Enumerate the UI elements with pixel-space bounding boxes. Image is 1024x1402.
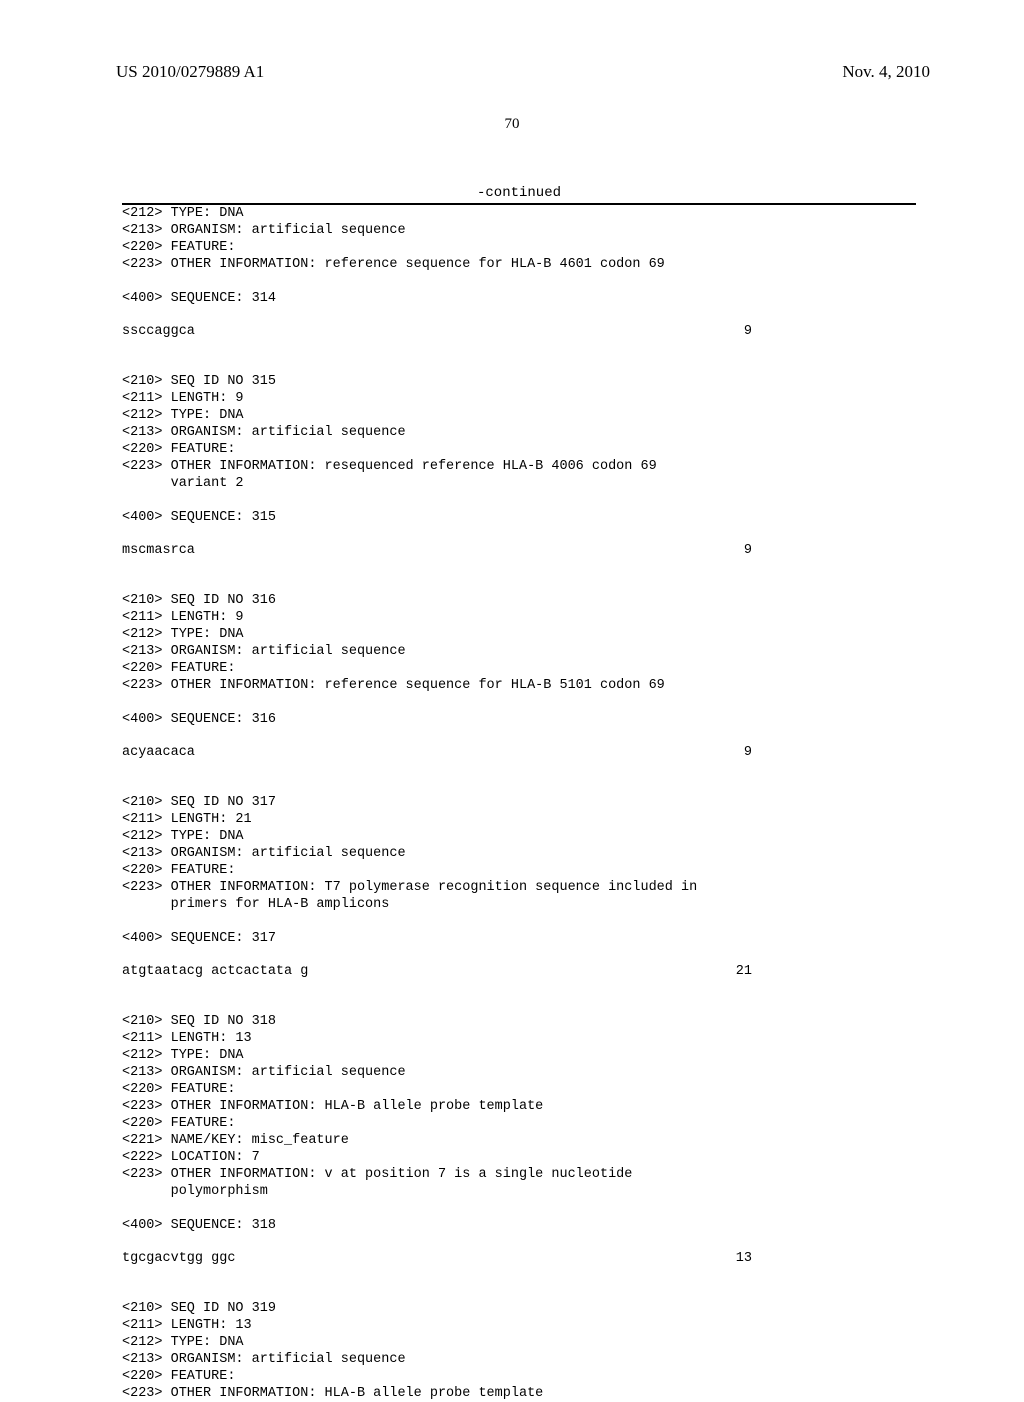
sequence-length: 9 bbox=[744, 324, 752, 339]
sequence-meta-block: <210> SEQ ID NO 316 <211> LENGTH: 9 <212… bbox=[0, 592, 1024, 694]
sequence-meta-block: <400> SEQUENCE: 316 bbox=[0, 711, 1024, 728]
publication-date: Nov. 4, 2010 bbox=[842, 62, 930, 82]
publication-number: US 2010/0279889 A1 bbox=[116, 62, 264, 82]
sequence-meta-block: <400> SEQUENCE: 315 bbox=[0, 509, 1024, 526]
spacer bbox=[0, 728, 1024, 745]
spacer bbox=[0, 947, 1024, 964]
sequence-length: 9 bbox=[744, 745, 752, 760]
sequence-text: atgtaatacg actcactata g bbox=[122, 964, 308, 979]
sequence-listing: <212> TYPE: DNA <213> ORGANISM: artifici… bbox=[0, 205, 1024, 1402]
continued-label: -continued bbox=[122, 185, 916, 201]
spacer bbox=[0, 694, 1024, 711]
spacer bbox=[0, 760, 1024, 794]
spacer bbox=[0, 1200, 1024, 1217]
sequence-meta-block: <400> SEQUENCE: 314 bbox=[0, 290, 1024, 307]
sequence-meta-block: <212> TYPE: DNA <213> ORGANISM: artifici… bbox=[0, 205, 1024, 273]
spacer bbox=[0, 1266, 1024, 1300]
page-number: 70 bbox=[0, 116, 1024, 133]
sequence-meta-block: <400> SEQUENCE: 317 bbox=[0, 930, 1024, 947]
sequence-meta-block: <210> SEQ ID NO 318 <211> LENGTH: 13 <21… bbox=[0, 1013, 1024, 1200]
sequence-length: 21 bbox=[736, 964, 752, 979]
sequence-line: acyaacaca 9 bbox=[0, 745, 1024, 760]
sequence-text: mscmasrca bbox=[122, 543, 195, 558]
spacer bbox=[0, 492, 1024, 509]
sequence-meta-block: <400> SEQUENCE: 318 bbox=[0, 1217, 1024, 1234]
spacer bbox=[0, 307, 1024, 324]
sequence-length: 9 bbox=[744, 543, 752, 558]
spacer bbox=[0, 526, 1024, 543]
sequence-line: atgtaatacg actcactata g 21 bbox=[0, 964, 1024, 979]
sequence-text: ssccaggca bbox=[122, 324, 195, 339]
sequence-line: mscmasrca 9 bbox=[0, 543, 1024, 558]
spacer bbox=[0, 273, 1024, 290]
sequence-meta-block: <210> SEQ ID NO 315 <211> LENGTH: 9 <212… bbox=[0, 373, 1024, 492]
sequence-text: tgcgacvtgg ggc bbox=[122, 1251, 235, 1266]
sequence-line: tgcgacvtgg ggc 13 bbox=[0, 1251, 1024, 1266]
sequence-meta-block: <210> SEQ ID NO 317 <211> LENGTH: 21 <21… bbox=[0, 794, 1024, 913]
spacer bbox=[0, 558, 1024, 592]
sequence-meta-block: <210> SEQ ID NO 319 <211> LENGTH: 13 <21… bbox=[0, 1300, 1024, 1402]
spacer bbox=[0, 339, 1024, 373]
sequence-length: 13 bbox=[736, 1251, 752, 1266]
sequence-line: ssccaggca 9 bbox=[0, 324, 1024, 339]
spacer bbox=[0, 913, 1024, 930]
spacer bbox=[0, 979, 1024, 1013]
page-header: US 2010/0279889 A1 Nov. 4, 2010 bbox=[0, 0, 1024, 82]
sequence-text: acyaacaca bbox=[122, 745, 195, 760]
spacer bbox=[0, 1234, 1024, 1251]
